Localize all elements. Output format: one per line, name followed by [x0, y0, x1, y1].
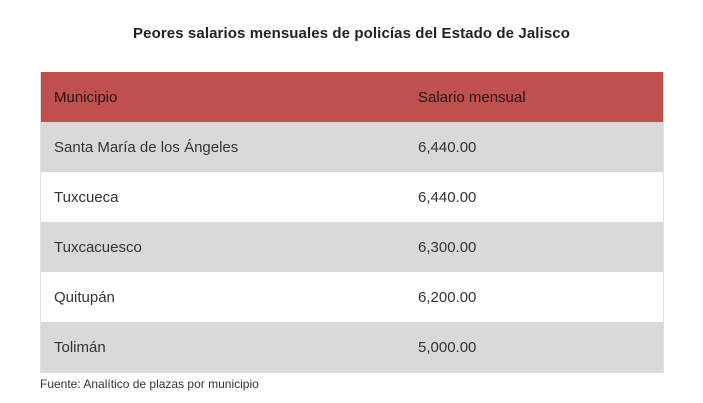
table-header-row: Municipio Salario mensual	[41, 72, 663, 122]
municipio-cell: Tolimán	[54, 339, 106, 356]
salario-cell: 5,000.00	[418, 339, 476, 356]
salary-table: Municipio Salario mensual Santa María de…	[40, 72, 664, 373]
chart-title: Peores salarios mensuales de policías de…	[0, 25, 703, 42]
salario-cell: 6,440.00	[418, 139, 476, 156]
column-header-salario: Salario mensual	[418, 89, 526, 106]
table-row: Tuxcueca 6,440.00	[41, 172, 663, 222]
source-note: Fuente: Analítico de plazas por municipi…	[40, 377, 259, 391]
salario-cell: 6,300.00	[418, 239, 476, 256]
table-row: Tuxcacuesco 6,300.00	[41, 222, 663, 272]
salario-cell: 6,440.00	[418, 189, 476, 206]
table-row: Santa María de los Ángeles 6,440.00	[41, 122, 663, 172]
municipio-cell: Quitupán	[54, 289, 115, 306]
municipio-cell: Santa María de los Ángeles	[54, 139, 238, 156]
column-header-municipio: Municipio	[54, 89, 117, 106]
salario-cell: 6,200.00	[418, 289, 476, 306]
table-row: Quitupán 6,200.00	[41, 272, 663, 322]
municipio-cell: Tuxcueca	[54, 189, 118, 206]
municipio-cell: Tuxcacuesco	[54, 239, 142, 256]
table-row: Tolimán 5,000.00	[41, 322, 663, 372]
